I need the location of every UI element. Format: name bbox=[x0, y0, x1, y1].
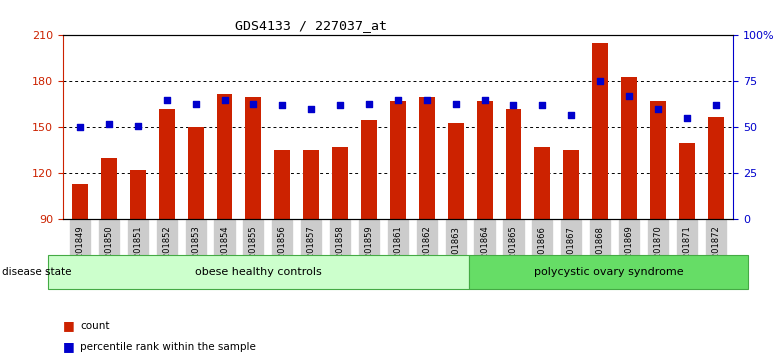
Point bbox=[247, 101, 260, 106]
Point bbox=[218, 97, 230, 103]
Point bbox=[190, 101, 202, 106]
Text: ■: ■ bbox=[63, 341, 74, 353]
Text: disease state: disease state bbox=[2, 267, 71, 277]
Point bbox=[161, 97, 173, 103]
Point bbox=[449, 101, 462, 106]
Bar bbox=[101, 158, 117, 219]
Bar bbox=[679, 143, 695, 219]
Bar bbox=[130, 170, 146, 219]
Point bbox=[652, 106, 664, 112]
Bar bbox=[159, 109, 175, 219]
Bar bbox=[419, 97, 434, 219]
Point bbox=[334, 103, 347, 108]
Bar bbox=[592, 43, 608, 219]
Point bbox=[478, 97, 491, 103]
Bar bbox=[506, 109, 521, 219]
Bar bbox=[535, 147, 550, 219]
Bar bbox=[708, 117, 724, 219]
Text: percentile rank within the sample: percentile rank within the sample bbox=[80, 342, 256, 352]
Bar bbox=[216, 94, 233, 219]
Bar bbox=[621, 77, 637, 219]
Point bbox=[622, 93, 635, 99]
Text: count: count bbox=[80, 321, 110, 331]
Point bbox=[103, 121, 115, 127]
Point bbox=[363, 101, 376, 106]
Point bbox=[565, 112, 578, 118]
Text: obese healthy controls: obese healthy controls bbox=[195, 267, 322, 277]
Point bbox=[276, 103, 289, 108]
Point bbox=[681, 115, 693, 121]
Point bbox=[593, 79, 606, 84]
Bar bbox=[563, 150, 579, 219]
Text: polycystic ovary syndrome: polycystic ovary syndrome bbox=[534, 267, 684, 277]
Bar bbox=[361, 120, 377, 219]
Point bbox=[710, 103, 722, 108]
Bar bbox=[303, 150, 319, 219]
Point bbox=[132, 123, 144, 129]
Point bbox=[507, 103, 520, 108]
Text: GDS4133 / 227037_at: GDS4133 / 227037_at bbox=[235, 19, 387, 33]
Bar bbox=[650, 101, 666, 219]
Point bbox=[305, 106, 318, 112]
Point bbox=[391, 97, 404, 103]
Point bbox=[74, 125, 86, 130]
Bar bbox=[72, 184, 88, 219]
Bar bbox=[448, 123, 463, 219]
Bar bbox=[332, 147, 348, 219]
Point bbox=[536, 103, 549, 108]
Bar bbox=[245, 97, 261, 219]
Bar bbox=[187, 127, 204, 219]
Text: ■: ■ bbox=[63, 319, 74, 332]
Bar bbox=[390, 101, 406, 219]
Point bbox=[420, 97, 433, 103]
Bar bbox=[477, 101, 492, 219]
Bar bbox=[274, 150, 290, 219]
